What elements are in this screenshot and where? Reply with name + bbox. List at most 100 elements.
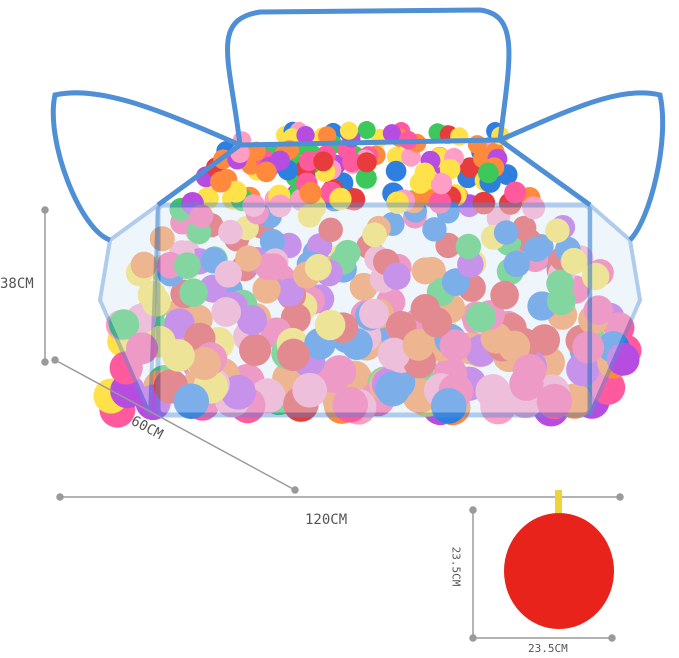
ball — [411, 257, 439, 285]
right-side-mesh — [588, 200, 643, 416]
ball — [430, 172, 453, 195]
ball — [268, 194, 292, 218]
ball — [239, 333, 272, 367]
ball — [402, 328, 435, 361]
ball — [441, 268, 470, 297]
ball — [252, 275, 281, 304]
ball — [355, 167, 377, 189]
width-label: 120CM — [305, 512, 348, 528]
ball — [332, 386, 369, 423]
ball — [581, 262, 610, 291]
ball — [329, 187, 352, 211]
ball — [439, 329, 472, 362]
ball — [359, 298, 389, 329]
ball — [512, 353, 547, 388]
ball — [130, 251, 158, 279]
ball — [428, 191, 452, 214]
ball — [503, 250, 531, 278]
frame-arch-left — [50, 90, 242, 243]
ball — [498, 330, 531, 363]
ball — [357, 121, 376, 140]
storage-bag — [504, 513, 614, 629]
ball — [275, 278, 305, 307]
ball — [298, 151, 319, 172]
ball — [235, 245, 262, 272]
ball — [523, 236, 550, 262]
ball-pile — [93, 121, 642, 428]
ball — [214, 260, 242, 288]
front-mesh-panel — [155, 202, 593, 418]
ball — [299, 182, 322, 205]
ball — [141, 287, 171, 317]
ball — [173, 383, 210, 419]
ball — [545, 218, 570, 243]
height-label: 38CM — [0, 276, 34, 292]
ball — [342, 151, 363, 173]
ball — [465, 302, 496, 333]
ball — [382, 124, 402, 143]
ball — [126, 332, 159, 365]
ball — [162, 339, 195, 372]
ball — [493, 220, 519, 245]
ball — [277, 338, 310, 372]
ball — [472, 191, 496, 215]
ball — [218, 219, 243, 245]
ball — [259, 228, 286, 255]
frame-arch-right — [499, 90, 666, 242]
ball — [383, 262, 411, 290]
ball — [606, 343, 640, 376]
ball — [386, 146, 407, 167]
ball — [583, 295, 614, 325]
ball — [108, 309, 140, 340]
dimension-lines — [41, 206, 624, 642]
ball — [377, 337, 411, 371]
ball — [179, 278, 208, 307]
ball — [304, 254, 332, 281]
ball — [334, 239, 361, 266]
ball — [242, 194, 266, 217]
ball — [375, 371, 411, 407]
ball — [313, 151, 334, 172]
ball — [572, 331, 605, 364]
ball — [317, 126, 337, 145]
ball — [477, 162, 499, 184]
ball — [536, 383, 573, 420]
ball — [490, 280, 519, 310]
ball — [421, 307, 452, 338]
bag-tab — [555, 490, 562, 514]
ball — [386, 191, 410, 214]
ball — [455, 233, 482, 260]
ball — [430, 388, 467, 424]
ball — [210, 171, 232, 193]
ball — [414, 162, 436, 184]
ball — [318, 217, 343, 243]
ball — [149, 226, 175, 252]
ball — [314, 309, 346, 341]
ball — [356, 152, 377, 173]
ball — [296, 125, 315, 145]
left-side-mesh — [97, 200, 161, 416]
ball — [385, 160, 407, 182]
ball — [362, 222, 387, 248]
ball — [339, 121, 358, 140]
ball — [260, 253, 288, 281]
ball — [189, 204, 214, 229]
ball — [187, 347, 221, 381]
bag-height-label: 23.5CM — [449, 546, 463, 587]
bag-width-label: 23.5CM — [528, 642, 568, 655]
ball — [480, 388, 516, 425]
ball — [292, 372, 328, 408]
top-rim — [156, 137, 592, 208]
ball — [211, 297, 242, 327]
ball — [522, 196, 546, 220]
frame-arch-top — [225, 7, 512, 146]
ball — [255, 161, 277, 183]
ball — [546, 286, 576, 316]
ball — [297, 204, 322, 228]
ball — [560, 247, 588, 275]
ball — [590, 370, 626, 405]
ball — [422, 217, 447, 242]
ball — [173, 252, 201, 279]
